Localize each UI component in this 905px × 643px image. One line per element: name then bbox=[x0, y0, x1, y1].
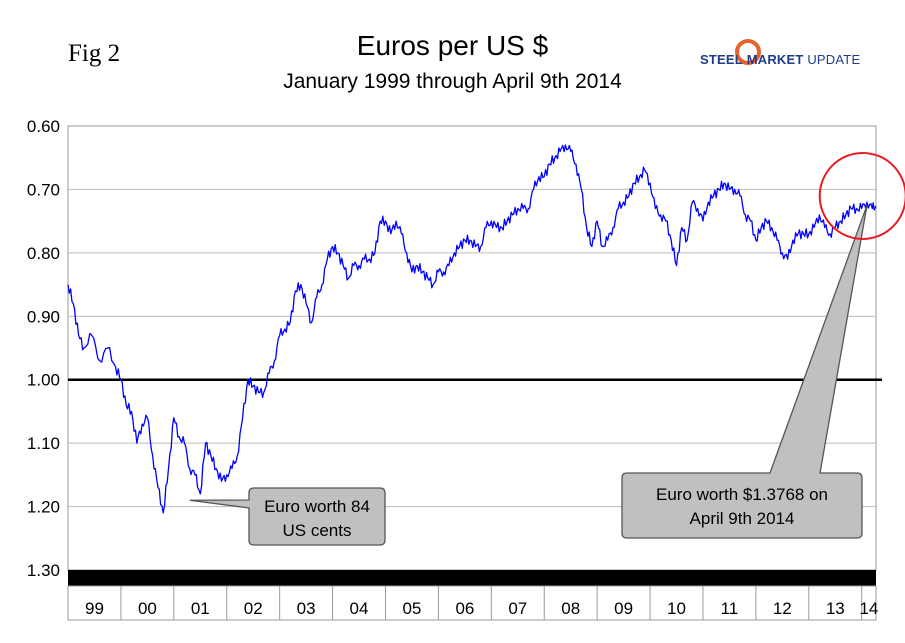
y-tick-label: 1.10 bbox=[27, 434, 60, 453]
x-tick-label: 00 bbox=[138, 599, 157, 618]
x-tick-label: 03 bbox=[297, 599, 316, 618]
callout-text-line1: Euro worth $1.3768 on bbox=[656, 485, 828, 504]
x-tick-label: 01 bbox=[191, 599, 210, 618]
series-layer bbox=[67, 144, 877, 514]
logo-word-market: MARKET bbox=[746, 52, 804, 67]
x-tick-label: 14 bbox=[859, 599, 878, 618]
x-tick-label: 07 bbox=[508, 599, 527, 618]
callout-text-line1: Euro worth 84 bbox=[264, 497, 370, 516]
x-tick-label: 08 bbox=[561, 599, 580, 618]
x-tick-label: 12 bbox=[773, 599, 792, 618]
logo-ring-shape bbox=[735, 39, 761, 65]
x-axis-label-box bbox=[67, 585, 877, 621]
series-line-euros-per-usd bbox=[67, 144, 877, 514]
x-tick-label: 09 bbox=[614, 599, 633, 618]
y-tick-label: 1.30 bbox=[27, 561, 60, 580]
y-tick-label: 0.90 bbox=[27, 307, 60, 326]
highlight-circle bbox=[818, 151, 905, 240]
x-tick-label: 04 bbox=[350, 599, 369, 618]
x-axis-band bbox=[67, 570, 877, 621]
y-tick-label: 1.20 bbox=[27, 498, 60, 517]
logo-ring-icon bbox=[735, 39, 761, 65]
x-axis-ticks: 99 00 01 02 03 04 05 06 07 08 09 10 11 12 13 14 bbox=[85, 586, 878, 620]
x-tick-label: 02 bbox=[244, 599, 263, 618]
x-tick-label: 05 bbox=[402, 599, 421, 618]
y-tick-label: 0.60 bbox=[27, 117, 60, 136]
x-tick-label: 06 bbox=[455, 599, 474, 618]
callout-bubble-1-3768 bbox=[621, 205, 868, 539]
y-tick-label: 1.00 bbox=[27, 371, 60, 390]
logo-word-steel: STEEL bbox=[700, 52, 743, 67]
y-tick-label: 0.80 bbox=[27, 244, 60, 263]
x-axis-black-band bbox=[68, 570, 876, 586]
y-axis-ticks: 0.60 0.70 0.80 0.90 1.00 1.10 1.20 1.30 bbox=[27, 117, 60, 580]
logo-word-update: UPDATE bbox=[807, 52, 861, 67]
logo: STEEL MARKET UPDATE bbox=[700, 52, 860, 67]
chart-title: Euros per US $ bbox=[356, 30, 549, 61]
y-tick-label: 0.70 bbox=[27, 180, 60, 199]
annotations-layer: Euro worth 84 US cents Euro worth $1.3768 … bbox=[189, 151, 905, 546]
chart-subtitle: January 1999 through April 9th 2014 bbox=[283, 70, 622, 93]
x-tick-label: 99 bbox=[85, 599, 104, 618]
x-tick-label: 10 bbox=[667, 599, 686, 618]
callout-bubble-84-cents bbox=[189, 487, 386, 546]
x-tick-label: 13 bbox=[826, 599, 845, 618]
callout-text-line2: US cents bbox=[283, 521, 352, 540]
callout-text-line2: April 9th 2014 bbox=[690, 509, 795, 528]
x-tick-label: 11 bbox=[721, 599, 739, 618]
figure-label: Fig 2 bbox=[68, 40, 121, 67]
